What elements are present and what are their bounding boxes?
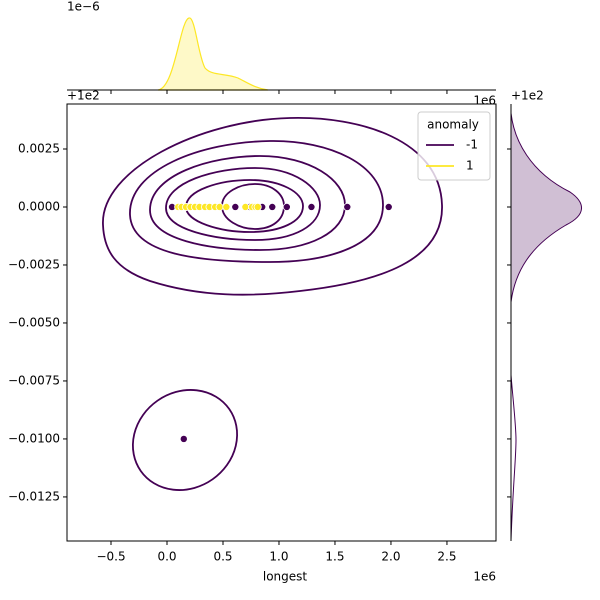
kde-contour bbox=[149, 155, 346, 251]
kde-contour bbox=[131, 389, 239, 491]
kde-contour bbox=[165, 167, 321, 241]
right-y-offset: +1e2 bbox=[511, 89, 544, 103]
top-y-offset: 1e−6 bbox=[67, 0, 100, 14]
x-tick-label: 0.5 bbox=[213, 550, 232, 564]
point bbox=[384, 202, 393, 211]
kde-contour bbox=[129, 140, 384, 263]
point bbox=[282, 202, 291, 211]
point bbox=[343, 202, 352, 211]
x-tick-label: 0.0 bbox=[157, 550, 176, 564]
kde-contours bbox=[102, 117, 443, 491]
x-tick-label: 1.0 bbox=[269, 550, 288, 564]
x-tick-label: 2.0 bbox=[381, 550, 400, 564]
kde-contour bbox=[185, 179, 304, 233]
y-tick-label: −0.0025 bbox=[8, 257, 60, 271]
point bbox=[307, 202, 316, 211]
right-marginal-density bbox=[510, 112, 582, 303]
point bbox=[222, 202, 231, 211]
y-tick-label: 0.0000 bbox=[18, 199, 60, 213]
point bbox=[179, 434, 188, 443]
top-marginal-density bbox=[157, 17, 269, 91]
top-x-offset: 1e6 bbox=[473, 94, 496, 108]
legend: anomaly -1 1 bbox=[417, 111, 491, 181]
legend-title: anomaly bbox=[427, 118, 479, 132]
y-tick-label: −0.0100 bbox=[8, 431, 60, 445]
legend-label: -1 bbox=[466, 138, 478, 152]
right-marginal-density bbox=[510, 374, 517, 541]
y-tick-label: −0.0125 bbox=[8, 489, 60, 503]
x-offset: 1e6 bbox=[473, 570, 496, 584]
legend-label: 1 bbox=[466, 159, 474, 173]
x-axis-label: longest bbox=[263, 570, 308, 584]
point bbox=[215, 202, 224, 211]
y-tick-label: 0.0025 bbox=[18, 141, 60, 155]
y-offset: +1e2 bbox=[67, 89, 100, 103]
kde-contour bbox=[102, 117, 443, 296]
point bbox=[253, 202, 262, 211]
y-tick-label: −0.0050 bbox=[8, 315, 60, 329]
legend-box bbox=[417, 111, 491, 181]
x-tick-label: −0.5 bbox=[96, 550, 125, 564]
point bbox=[241, 202, 250, 211]
point bbox=[231, 202, 240, 211]
x-tick-label: 1.5 bbox=[325, 550, 344, 564]
point bbox=[268, 202, 277, 211]
y-tick-label: −0.0075 bbox=[8, 373, 60, 387]
x-tick-label: 2.5 bbox=[437, 550, 456, 564]
